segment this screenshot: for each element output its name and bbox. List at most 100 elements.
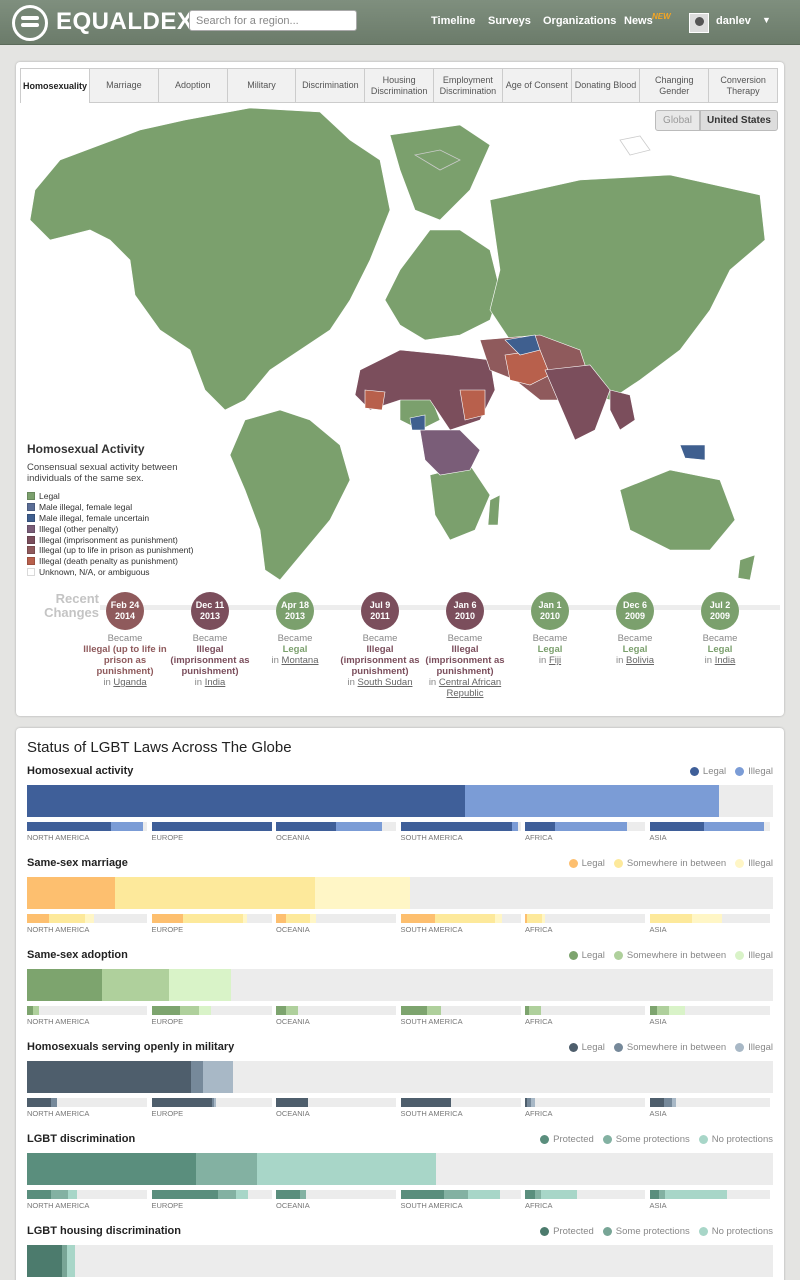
change-place-link[interactable]: Montana [281,655,319,666]
region-bar-segment[interactable] [336,822,382,831]
region-bar[interactable]: NORTH AMERICA [27,1006,147,1026]
recent-change-item[interactable]: Dec 6 2009 Became Legal in Bolivia [590,592,680,666]
region-bar[interactable]: OCEANIA [276,1006,396,1026]
global-bar-segment[interactable] [27,1061,192,1093]
tab-changing-gender[interactable]: Changing Gender [640,68,710,103]
region-bar-segment[interactable] [27,1006,33,1015]
tab-employment-discrimination[interactable]: Employment Discrimination [434,68,503,103]
region-bar-segment[interactable] [525,1190,535,1199]
tab-housing-discrimination[interactable]: Housing Discrimination [365,68,435,103]
region-bar-segment[interactable] [703,822,764,831]
global-bar-segment[interactable] [27,1245,63,1277]
region-bar-segment[interactable] [540,1190,577,1199]
global-bar[interactable] [27,1245,773,1277]
region-bar-segment[interactable] [27,1098,51,1107]
region-bar-segment[interactable] [534,1190,541,1199]
world-map[interactable] [20,100,778,585]
region-bar[interactable]: EUROPE [151,822,272,842]
change-place-link[interactable]: India [714,655,736,666]
region-bar-segment[interactable] [27,822,111,831]
region-bar-segment[interactable] [527,914,542,923]
global-bar-segment[interactable] [115,877,315,909]
region-bar-segment[interactable] [649,1190,660,1199]
recent-change-item[interactable]: Dec 11 2013 Became Illegal (imprisonment as… [165,592,255,688]
region-bar-segment[interactable] [182,914,243,923]
region-bar-segment[interactable] [276,1098,309,1107]
change-place-link[interactable]: Bolivia [626,655,655,666]
tab-military[interactable]: Military [227,68,297,103]
nav-surveys[interactable]: Surveys [488,15,531,27]
region-bar-segment[interactable] [211,1098,214,1107]
global-toggle[interactable]: Global [655,110,700,131]
region-bar-segment[interactable] [541,914,546,923]
global-bar[interactable] [27,877,773,909]
recent-change-item[interactable]: Apr 18 2013 Became Legal in Montana [250,592,340,666]
region-bar-segment[interactable] [495,914,503,923]
global-bar-segment[interactable] [195,1153,257,1185]
region-bar-segment[interactable] [276,1190,300,1199]
recent-change-item[interactable]: Jan 6 2010 Became Illegal (imprisonment as … [420,592,510,699]
region-bar-segment[interactable] [668,1006,686,1015]
region-bar-segment[interactable] [67,1190,78,1199]
region-bar-segment[interactable] [400,914,436,923]
region-bar-segment[interactable] [285,1006,298,1015]
region-bar[interactable]: ASIA [649,1190,770,1210]
global-bar-segment[interactable] [256,1153,436,1185]
recent-change-item[interactable]: Feb 24 2014 Became Illegal (up to life in p… [80,592,170,688]
global-bar[interactable] [27,969,773,1001]
region-bar[interactable]: EUROPE [151,1006,272,1026]
region-bar[interactable]: SOUTH AMERICA [400,822,521,842]
region-bar-segment[interactable] [276,1006,286,1015]
region-bar-segment[interactable] [217,1190,236,1199]
global-bar-segment[interactable] [67,1245,76,1277]
global-bar-segment[interactable] [203,1061,233,1093]
recent-change-item[interactable]: Jul 2 2009 Became Legal in India [675,592,765,666]
global-bar-segment[interactable] [464,785,719,817]
region-bar-segment[interactable] [691,914,722,923]
user-name[interactable]: danlev [716,15,751,27]
global-bar-segment[interactable] [191,1061,204,1093]
nav-organizations[interactable]: Organizations [543,15,617,27]
region-bar-segment[interactable] [400,1006,427,1015]
region-bar-segment[interactable] [48,914,85,923]
region-bar-segment[interactable] [151,1098,212,1107]
region-bar-segment[interactable] [400,1098,451,1107]
tab-adoption[interactable]: Adoption [158,68,228,103]
tab-conversion-therapy[interactable]: Conversion Therapy [709,68,778,103]
tab-donating-blood[interactable]: Donating Blood [571,68,641,103]
avatar[interactable] [689,13,709,33]
region-bar-segment[interactable] [649,1098,664,1107]
region-bar-segment[interactable] [213,1098,217,1107]
search-input[interactable] [189,10,357,31]
region-bar-segment[interactable] [435,914,496,923]
region-bar-segment[interactable] [525,1006,529,1015]
region-bar[interactable]: OCEANIA [276,822,396,842]
region-bar-segment[interactable] [51,1190,68,1199]
region-bar-segment[interactable] [426,1006,442,1015]
global-bar-segment[interactable] [101,969,169,1001]
global-bar-segment[interactable] [62,1245,68,1277]
region-bar[interactable]: AFRICA [525,914,645,934]
region-bar-segment[interactable] [235,1190,248,1199]
region-bar[interactable]: ASIA [649,822,770,842]
region-bar-segment[interactable] [555,822,627,831]
region-bar-segment[interactable] [659,1190,666,1199]
region-bar-segment[interactable] [309,914,316,923]
global-bar-segment[interactable] [27,969,102,1001]
region-bar-segment[interactable] [649,914,692,923]
region-bar[interactable]: ASIA [649,1006,770,1026]
global-bar-segment[interactable] [27,877,116,909]
region-bar-segment[interactable] [649,1006,657,1015]
region-bar[interactable]: OCEANIA [276,914,396,934]
region-bar-segment[interactable] [276,914,286,923]
global-bar[interactable] [27,1061,773,1093]
region-bar-segment[interactable] [199,1006,212,1015]
region-bar[interactable]: NORTH AMERICA [27,822,147,842]
region-bar-segment[interactable] [525,914,528,923]
region-bar-segment[interactable] [528,1006,541,1015]
region-bar-segment[interactable] [111,822,144,831]
region-bar-segment[interactable] [672,1098,676,1107]
region-bar[interactable]: NORTH AMERICA [27,1190,147,1210]
region-bar-segment[interactable] [530,1098,535,1107]
region-bar-segment[interactable] [300,1190,306,1199]
